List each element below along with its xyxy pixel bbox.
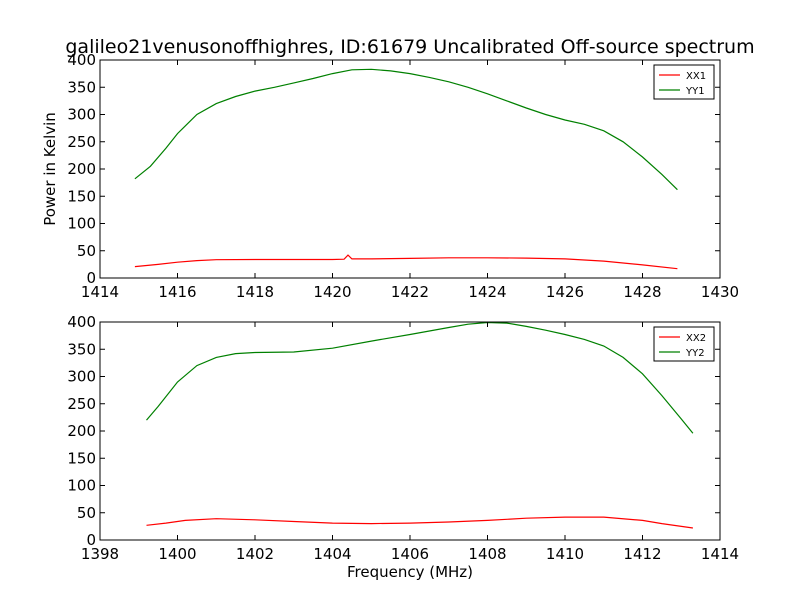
y-tick-label: 100 — [67, 215, 96, 233]
axes-frame — [99, 59, 721, 279]
bottom-spectrum-plot: 1398 1400 1402 1404 1406 1408 1410 1412 1414 0 50 1… — [67, 313, 739, 581]
y-tick-label: 400 — [67, 51, 96, 69]
x-tick-label: 1430 — [701, 283, 739, 301]
top-spectrum-plot: 1414 1416 1418 1420 1422 1424 1426 1428 1430 0 50 1… — [41, 51, 739, 301]
series-line-yy2 — [146, 321, 694, 434]
x-tick-label: 1414 — [701, 545, 739, 563]
y-axis-label: Power in Kelvin — [41, 112, 59, 226]
legend-label-xx2: XX2 — [686, 333, 706, 344]
y-tick-label: 350 — [67, 340, 96, 358]
x-tick-label: 1400 — [158, 545, 196, 563]
x-tick-label: 1420 — [313, 283, 351, 301]
y-tick-label: 150 — [67, 449, 96, 467]
y-tick-label: 300 — [67, 368, 96, 386]
y-tick-label: 150 — [67, 187, 96, 205]
legend-box — [653, 64, 715, 100]
x-tick-label: 1406 — [391, 545, 429, 563]
x-tick-label: 1414 — [81, 283, 119, 301]
x-tick-label: 1424 — [468, 283, 506, 301]
series-line-xx1 — [134, 254, 678, 270]
y-tick-label: 200 — [67, 422, 96, 440]
x-tick-label: 1404 — [313, 545, 351, 563]
legend-label-yy2: YY2 — [685, 348, 705, 359]
axes-frame — [99, 321, 721, 541]
y-tick-label: 400 — [67, 313, 96, 331]
x-tick-label: 1398 — [81, 545, 119, 563]
x-tick-label: 1402 — [236, 545, 274, 563]
x-tick-label: 1418 — [236, 283, 274, 301]
y-tick-label: 250 — [67, 395, 96, 413]
y-tick-label: 50 — [77, 504, 96, 522]
x-tick-label: 1408 — [468, 545, 506, 563]
series-line-xx2 — [146, 516, 693, 529]
y-tick-label: 0 — [86, 531, 96, 549]
y-tick-label: 350 — [67, 78, 96, 96]
y-tick-label: 250 — [67, 133, 96, 151]
chart-title: galileo21venusonoffhighres, ID:61679 Unc… — [65, 36, 754, 58]
x-tick-label: 1412 — [623, 545, 661, 563]
y-tick-label: 300 — [67, 106, 96, 124]
x-tick-label: 1428 — [623, 283, 661, 301]
x-tick-label: 1422 — [391, 283, 429, 301]
y-tick-label: 0 — [86, 269, 96, 287]
series-line-yy1 — [134, 68, 678, 191]
legend-box — [653, 326, 715, 362]
y-tick-label: 200 — [67, 160, 96, 178]
x-tick-label: 1426 — [546, 283, 584, 301]
x-axis-label: Frequency (MHz) — [347, 563, 473, 581]
x-tick-label: 1410 — [546, 545, 584, 563]
y-tick-label: 100 — [67, 477, 96, 495]
legend-label-xx1: XX1 — [686, 71, 706, 82]
legend-label-yy1: YY1 — [685, 86, 705, 97]
x-tick-label: 1416 — [158, 283, 196, 301]
y-tick-label: 50 — [77, 242, 96, 260]
